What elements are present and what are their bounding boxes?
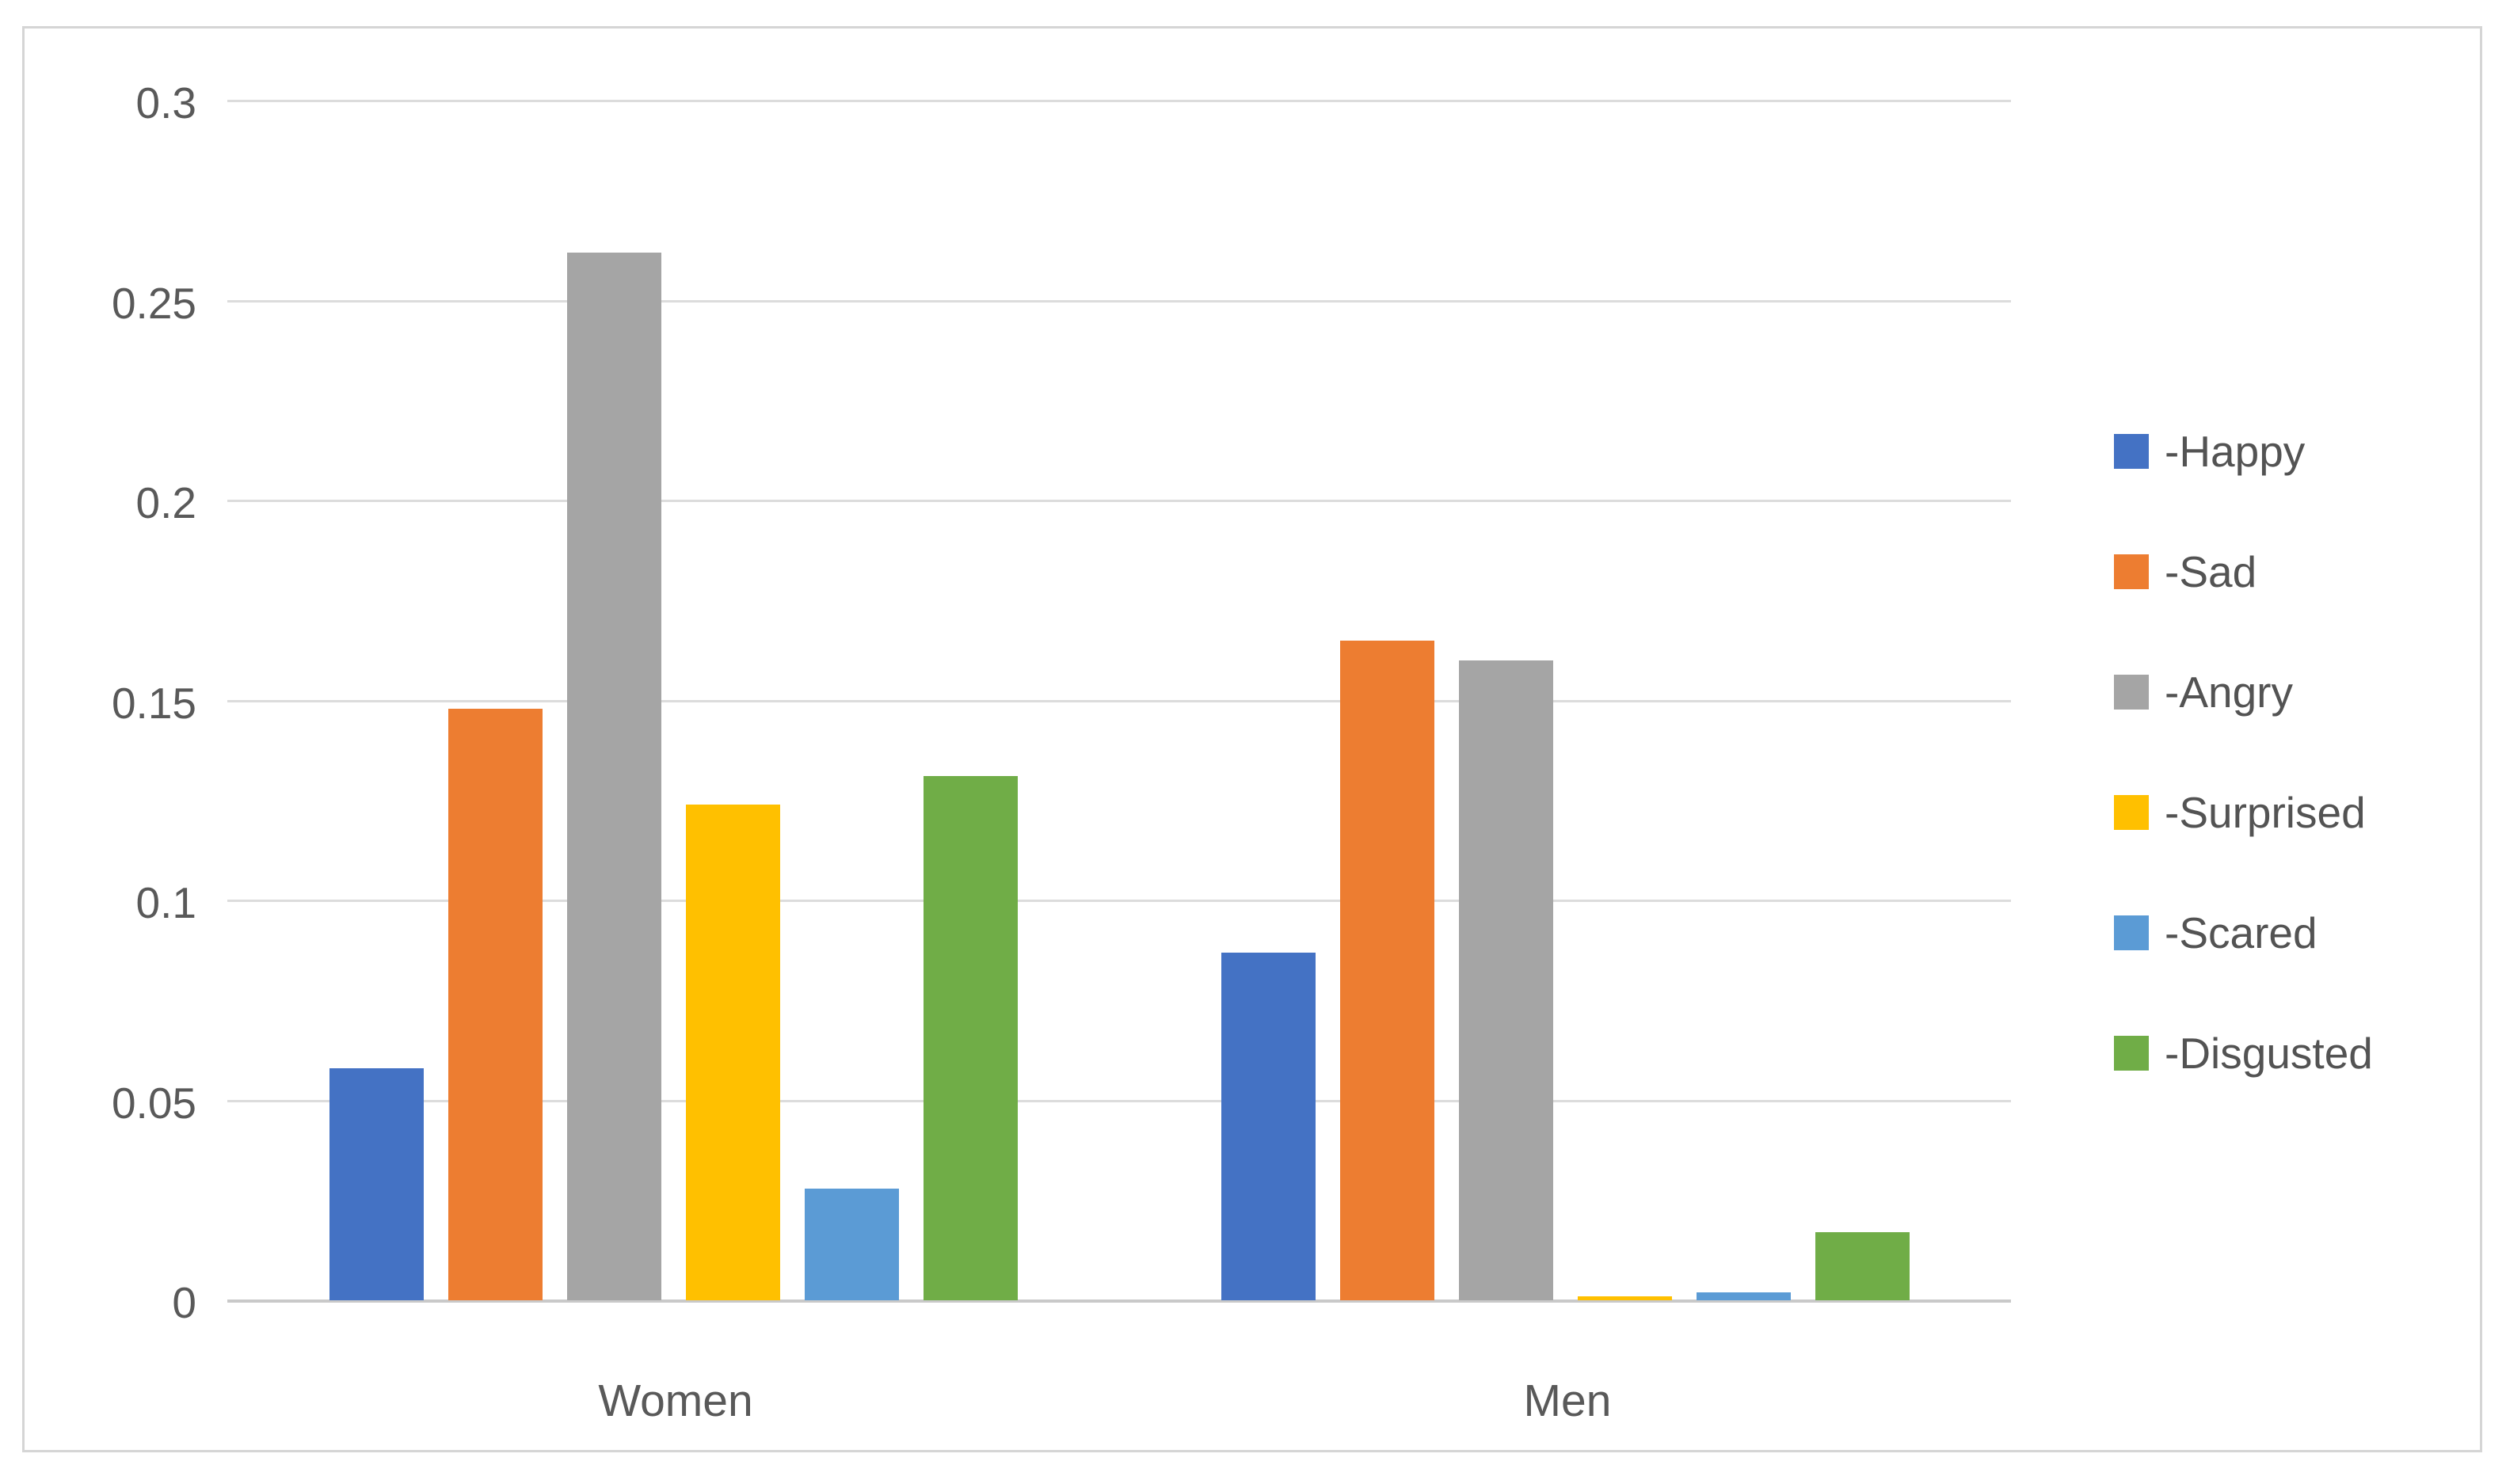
bar-angry-men bbox=[1458, 660, 1553, 1300]
legend-item-scared: -Scared bbox=[2114, 908, 2373, 958]
plot-area bbox=[227, 100, 2011, 1303]
gridline-0.2 bbox=[227, 500, 2011, 502]
gridline-0.25 bbox=[227, 299, 2011, 303]
y-tick-label: 0.25 bbox=[111, 278, 196, 328]
y-tick-label: 0.15 bbox=[111, 678, 196, 728]
legend-item-sad: -Sad bbox=[2114, 546, 2373, 597]
bar-scared-women bbox=[804, 1188, 899, 1300]
legend-item-happy: -Happy bbox=[2114, 426, 2373, 477]
legend-swatch-scared bbox=[2114, 915, 2149, 950]
legend-item-angry: -Angry bbox=[2114, 667, 2373, 717]
legend-swatch-disgusted bbox=[2114, 1036, 2149, 1071]
bar-disgusted-women bbox=[923, 776, 1018, 1300]
y-tick-label: 0.3 bbox=[135, 78, 196, 127]
legend-item-surprised: -Surprised bbox=[2114, 787, 2373, 838]
legend-swatch-angry bbox=[2114, 675, 2149, 710]
bar-sad-women bbox=[448, 708, 543, 1300]
bar-happy-men bbox=[1221, 952, 1316, 1300]
legend-label: -Disgusted bbox=[2165, 1029, 2373, 1078]
bar-sad-men bbox=[1339, 640, 1434, 1300]
bar-surprised-women bbox=[685, 804, 780, 1300]
y-tick-label: 0.05 bbox=[111, 1078, 196, 1128]
gridline-0.05 bbox=[227, 1099, 2011, 1102]
bar-group-women bbox=[227, 101, 1119, 1300]
legend-swatch-surprised bbox=[2114, 795, 2149, 830]
bar-disgusted-men bbox=[1815, 1232, 1910, 1300]
legend-swatch-sad bbox=[2114, 554, 2149, 589]
x-category-label-women: Women bbox=[598, 1376, 753, 1426]
legend-label: -Scared bbox=[2165, 908, 2317, 957]
bar-angry-women bbox=[566, 252, 661, 1300]
legend-label: -Happy bbox=[2165, 427, 2306, 476]
gridline-0.1 bbox=[227, 900, 2011, 902]
bar-happy-women bbox=[329, 1068, 424, 1300]
y-tick-label: 0 bbox=[172, 1278, 196, 1327]
bar-group-men bbox=[1119, 101, 2011, 1300]
bar-surprised-men bbox=[1577, 1296, 1672, 1300]
legend: -Happy -Sad -Angry -Surprised -Scared -Disgus… bbox=[2114, 426, 2373, 1079]
legend-item-disgusted: -Disgusted bbox=[2114, 1028, 2373, 1079]
x-axis-line bbox=[227, 1299, 2011, 1303]
x-category-label-men: Men bbox=[1523, 1376, 1612, 1426]
gridline-0.3 bbox=[227, 100, 2011, 102]
legend-label: -Angry bbox=[2165, 668, 2293, 717]
legend-label: -Surprised bbox=[2165, 788, 2366, 837]
legend-swatch-happy bbox=[2114, 434, 2149, 469]
bar-scared-men bbox=[1696, 1292, 1791, 1300]
y-tick-label: 0.1 bbox=[135, 878, 196, 927]
y-tick-label: 0.2 bbox=[135, 478, 196, 527]
legend-label: -Sad bbox=[2165, 547, 2257, 596]
gridline-0.15 bbox=[227, 699, 2011, 702]
